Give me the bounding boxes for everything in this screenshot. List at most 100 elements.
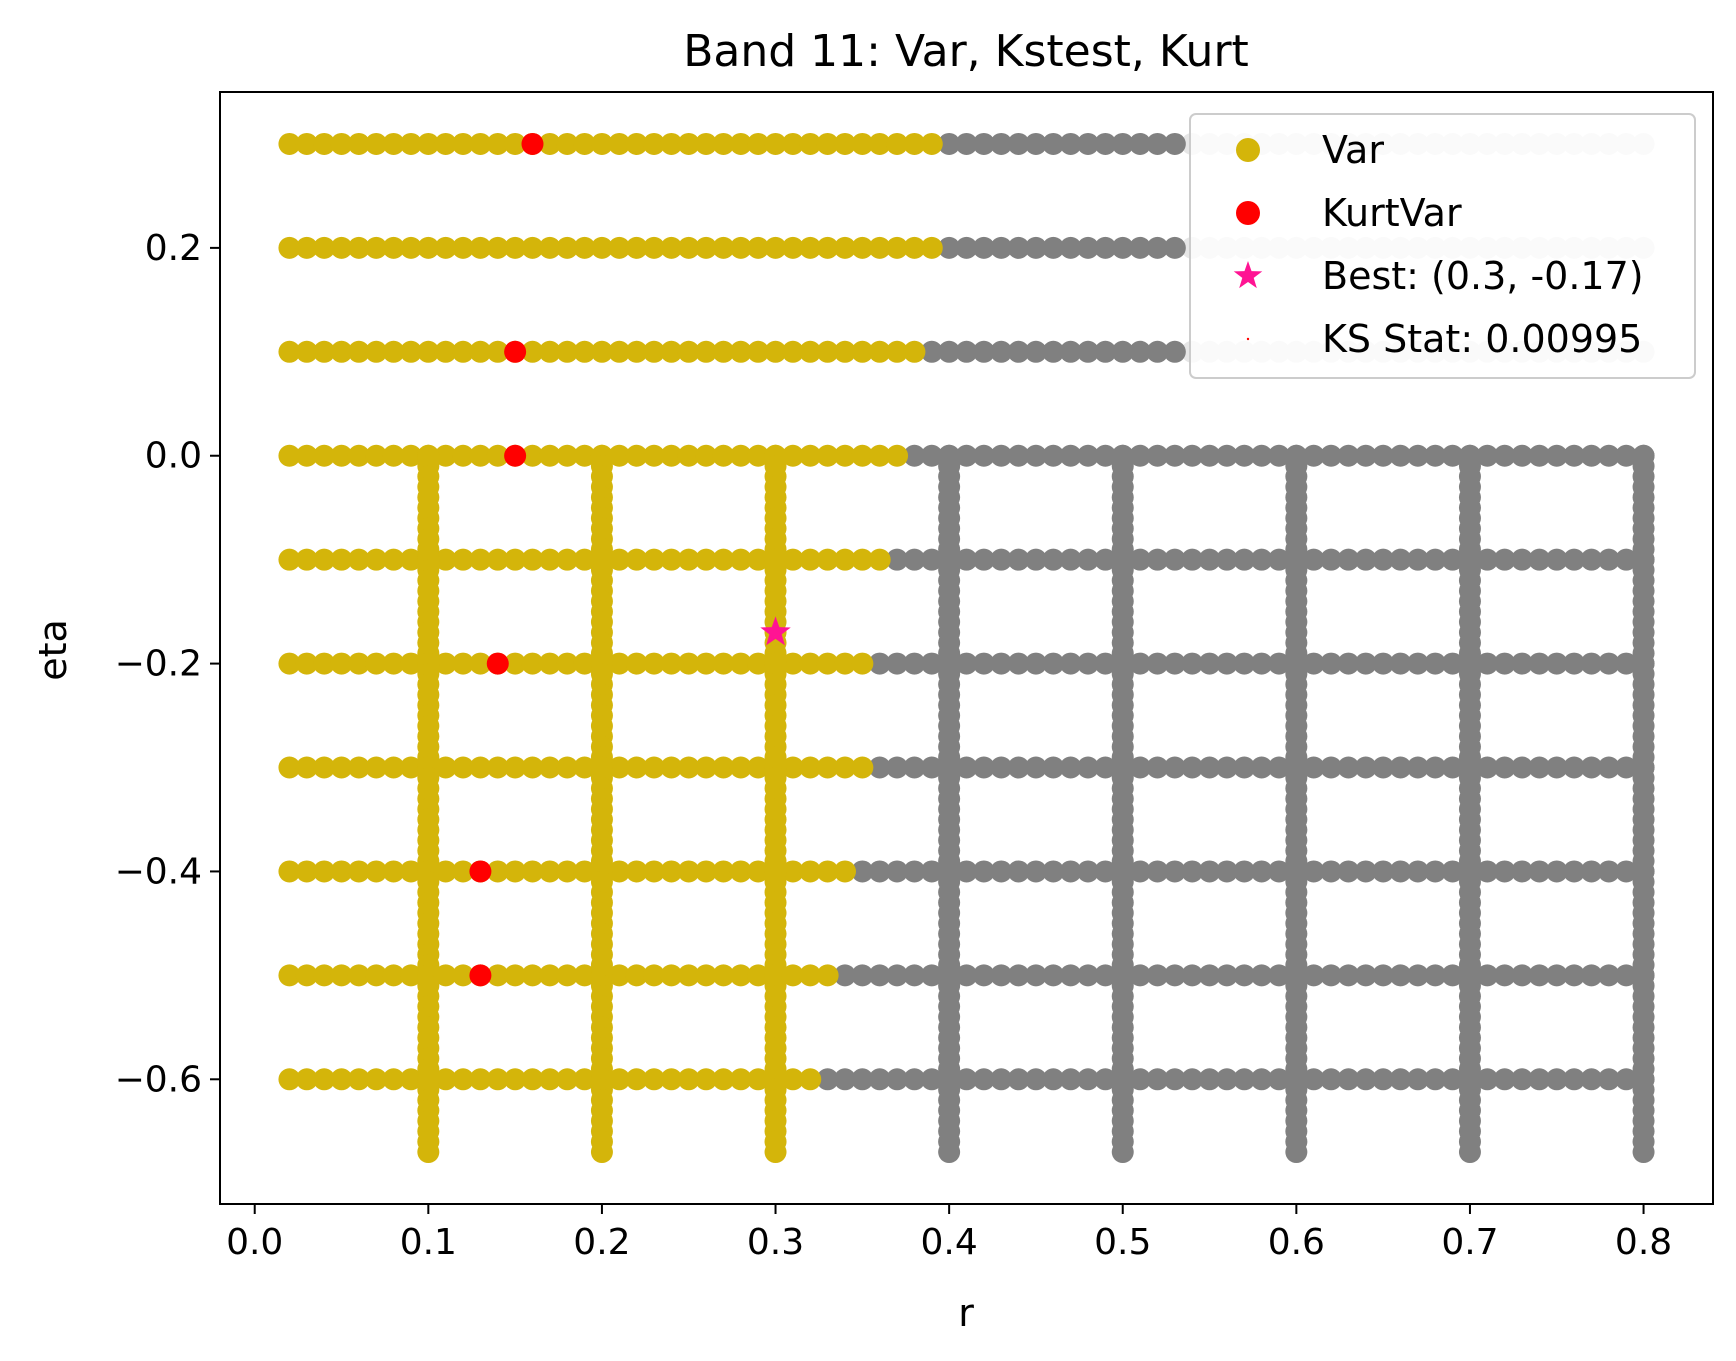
var-point (486, 1068, 509, 1091)
var-point (347, 756, 370, 779)
excluded-point (1354, 860, 1377, 883)
var-point (677, 652, 700, 675)
var-point (781, 756, 804, 779)
var-point (851, 444, 874, 467)
var-point (660, 444, 683, 467)
x-tick-label: 0.0 (226, 1222, 283, 1263)
excluded-point (1250, 756, 1273, 779)
var-point (330, 340, 353, 363)
var-point (712, 756, 735, 779)
excluded-point (1129, 756, 1152, 779)
var-point (556, 756, 579, 779)
excluded-point (955, 860, 978, 883)
excluded-point (1493, 964, 1516, 987)
var-point (330, 132, 353, 155)
excluded-point (1545, 860, 1568, 883)
var-point (625, 236, 648, 259)
excluded-point (1198, 1068, 1221, 1091)
var-point (365, 964, 388, 987)
var-point (347, 340, 370, 363)
excluded-point (990, 860, 1013, 883)
var-point (625, 860, 648, 883)
var-point (712, 236, 735, 259)
var-point (556, 652, 579, 675)
var-point (729, 652, 752, 675)
excluded-point (1597, 652, 1620, 675)
excluded-point (1493, 652, 1516, 675)
excluded-point (1372, 860, 1395, 883)
var-point (556, 132, 579, 155)
var-point (538, 132, 561, 155)
excluded-point (1146, 756, 1169, 779)
x-tick-label: 0.2 (573, 1222, 630, 1263)
excluded-point (1163, 756, 1186, 779)
excluded-point (1129, 236, 1152, 259)
excluded-point (938, 1141, 961, 1164)
excluded-point (972, 756, 995, 779)
var-point (278, 652, 301, 675)
excluded-point (1024, 756, 1047, 779)
var-point (747, 236, 770, 259)
excluded-point (1267, 444, 1290, 467)
var-point (313, 236, 336, 259)
var-point (295, 1068, 318, 1091)
excluded-point (938, 236, 961, 259)
excluded-point (1129, 964, 1152, 987)
var-point (399, 236, 422, 259)
var-point (643, 444, 666, 467)
excluded-point (903, 756, 926, 779)
var-point (434, 964, 457, 987)
excluded-point (1077, 132, 1100, 155)
excluded-point (1354, 548, 1377, 571)
excluded-point (1094, 340, 1117, 363)
excluded-point (1129, 652, 1152, 675)
var-point (886, 132, 909, 155)
excluded-point (1042, 444, 1065, 467)
excluded-point (886, 860, 909, 883)
excluded-point (1389, 860, 1412, 883)
var-point (382, 652, 405, 675)
var-point (729, 1068, 752, 1091)
var-point (677, 444, 700, 467)
excluded-point (1511, 964, 1534, 987)
var-point (399, 964, 422, 987)
excluded-point (1528, 964, 1551, 987)
var-point (729, 340, 752, 363)
var-point (677, 132, 700, 155)
excluded-point (1129, 1068, 1152, 1091)
kurtvar-point (521, 132, 544, 155)
excluded-point (972, 236, 995, 259)
var-point (712, 860, 735, 883)
best-point-star (760, 616, 791, 646)
excluded-point (1059, 236, 1082, 259)
excluded-point (1493, 756, 1516, 779)
var-point (452, 756, 475, 779)
var-point (712, 444, 735, 467)
var-point (833, 756, 856, 779)
excluded-point (1615, 548, 1638, 571)
excluded-point (1615, 1068, 1638, 1091)
excluded-point (1146, 964, 1169, 987)
var-point (833, 132, 856, 155)
var-point (278, 756, 301, 779)
var-point (781, 652, 804, 675)
var-point (278, 340, 301, 363)
excluded-point (886, 548, 909, 571)
excluded-point (1094, 132, 1117, 155)
excluded-point (886, 756, 909, 779)
excluded-point (1094, 236, 1117, 259)
excluded-point (1389, 1068, 1412, 1091)
var-point (712, 964, 735, 987)
var-point (452, 964, 475, 987)
excluded-point (1077, 340, 1100, 363)
var-point (556, 444, 579, 467)
legend-box (1189, 113, 1696, 379)
excluded-point (1528, 860, 1551, 883)
var-point (399, 132, 422, 155)
excluded-point (1580, 548, 1603, 571)
var-point (521, 1068, 544, 1091)
var-point (504, 1068, 527, 1091)
excluded-point (903, 964, 926, 987)
excluded-point (1077, 548, 1100, 571)
excluded-point (1250, 964, 1273, 987)
